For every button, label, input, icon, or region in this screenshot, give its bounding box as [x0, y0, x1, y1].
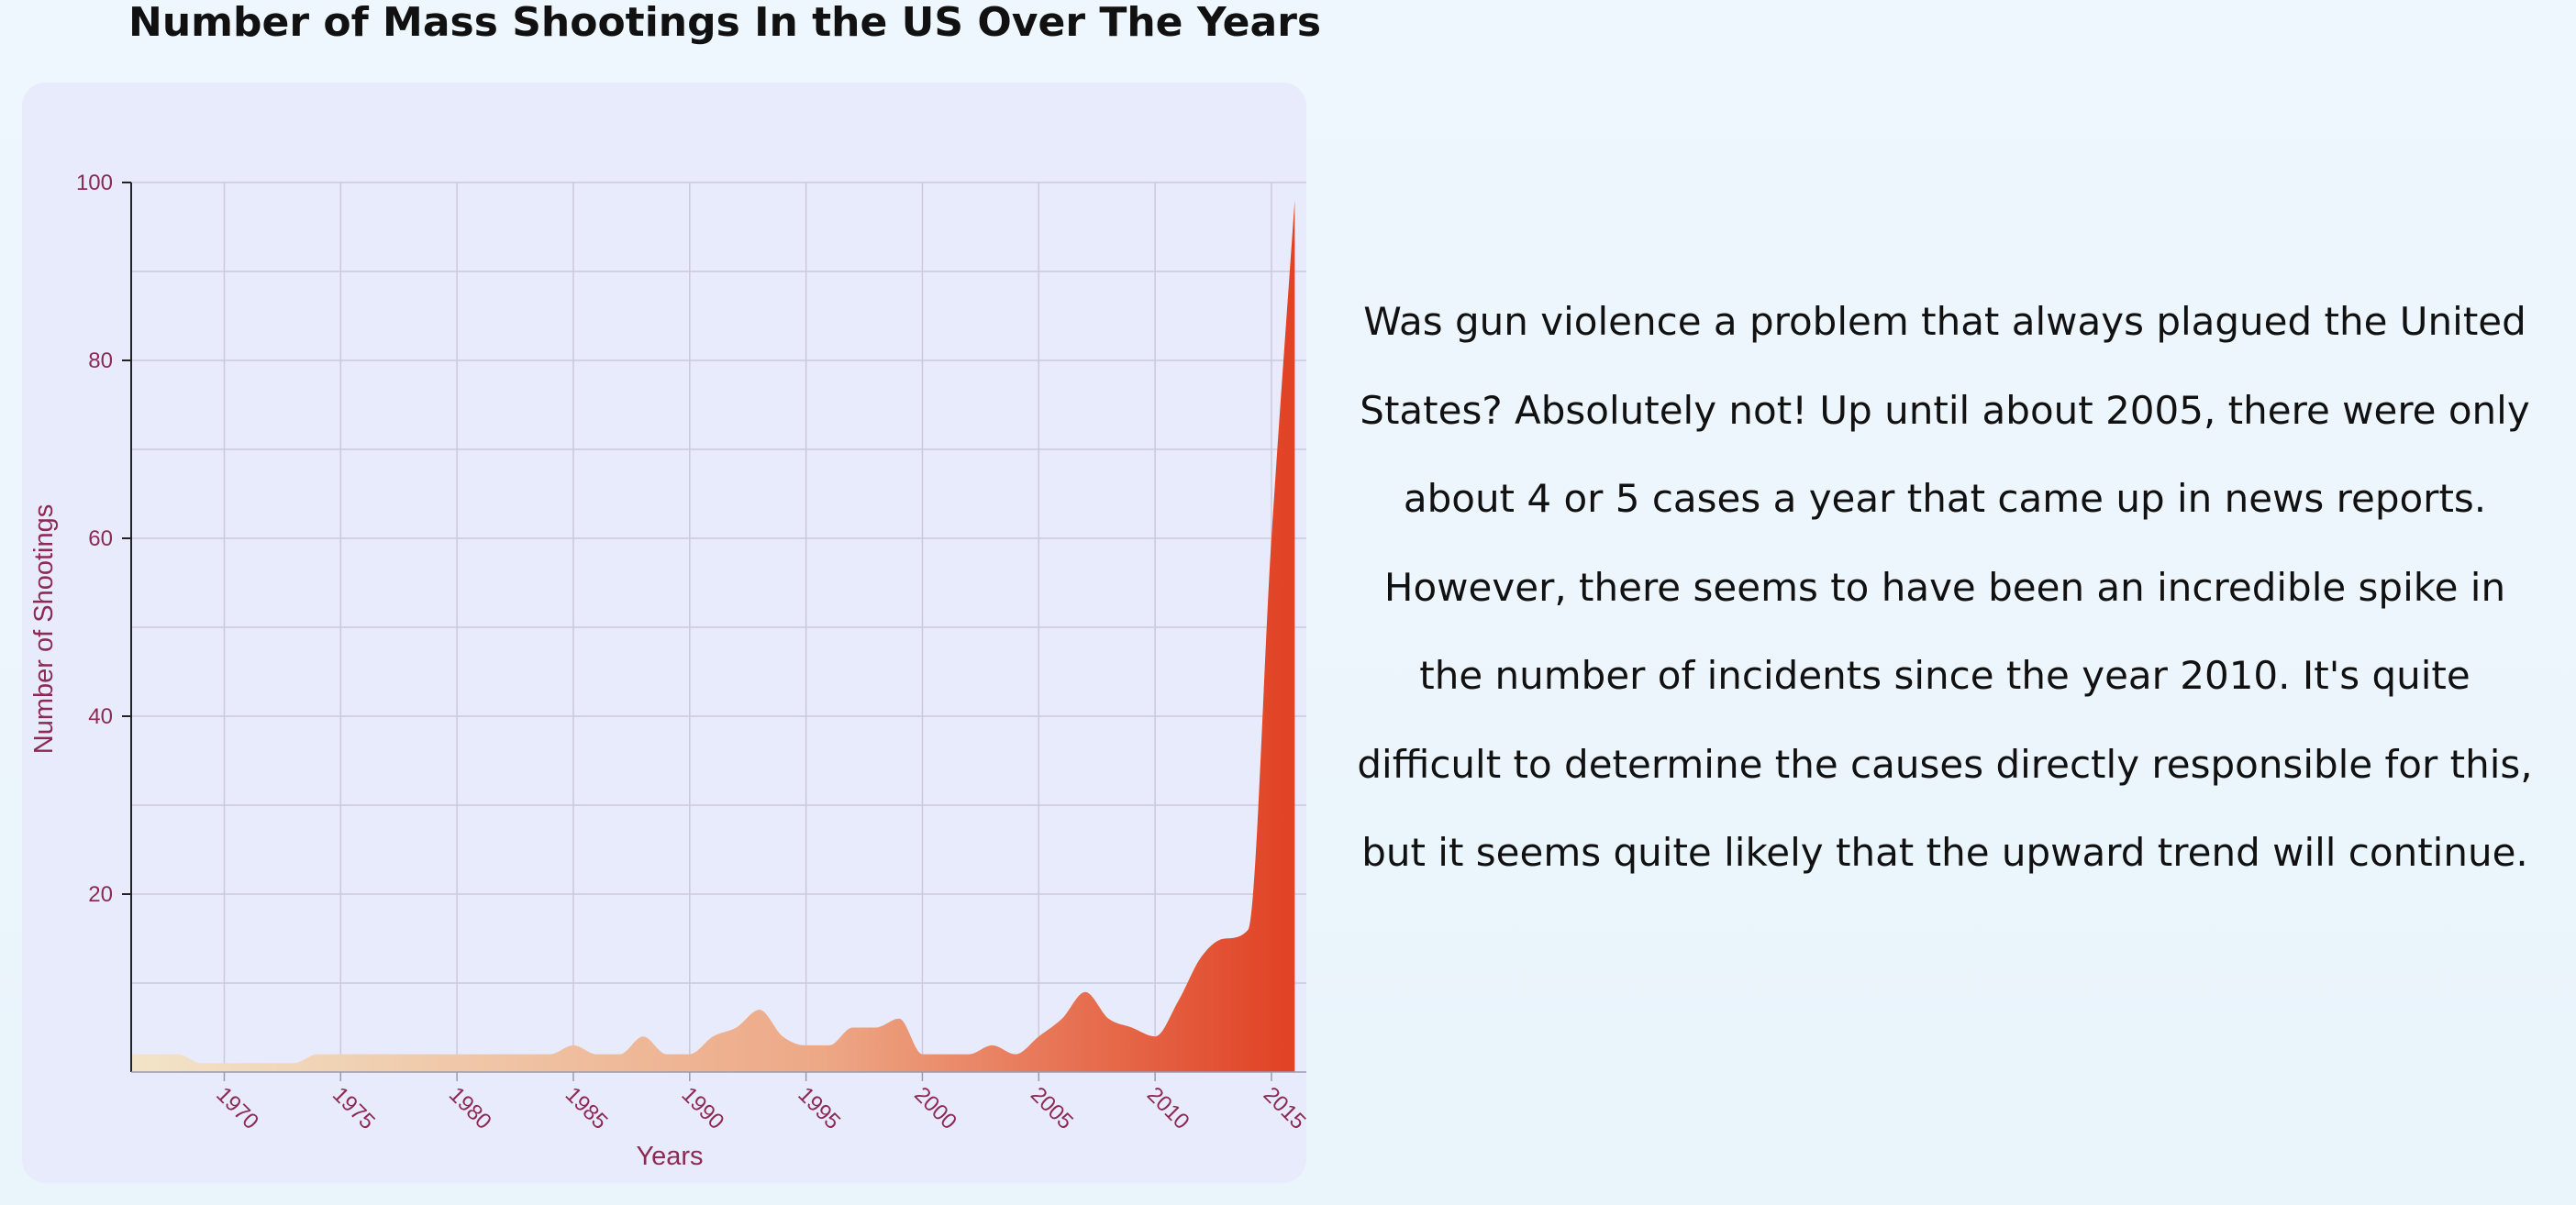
x-tick-label: 2005 [1026, 1082, 1078, 1134]
y-axis-label: Number of Shootings [29, 504, 59, 754]
x-tick-label: 2015 [1259, 1082, 1311, 1134]
y-tick-label: 60 [88, 526, 113, 551]
area-chart: 20 40 60 80 100 1970 1975 1980 1985 1990 1995 2000… [29, 171, 1311, 1171]
axes [130, 182, 1306, 1073]
area-series [131, 200, 1295, 1072]
y-tick-label: 80 [88, 348, 113, 373]
y-tick-label: 20 [88, 882, 113, 907]
grid-lines [131, 182, 1306, 1072]
x-axis-label: Years [636, 1142, 703, 1171]
y-axis-ticks: 20 40 60 80 100 [76, 171, 131, 907]
y-tick-label: 100 [76, 171, 113, 195]
x-tick-label: 1990 [677, 1082, 729, 1134]
x-tick-label: 2000 [909, 1082, 961, 1134]
x-tick-label: 1985 [561, 1082, 613, 1134]
x-tick-label: 1970 [211, 1082, 263, 1134]
y-tick-label: 40 [88, 704, 113, 729]
page-title: Number of Mass Shootings In the US Over … [128, 0, 1322, 46]
description-text: Was gun violence a problem that always p… [1357, 299, 2533, 875]
x-tick-label: 2010 [1142, 1082, 1194, 1134]
x-tick-label: 1995 [793, 1082, 845, 1134]
x-tick-label: 1980 [444, 1082, 496, 1134]
x-axis-ticks: 1970 1975 1980 1985 1990 1995 2000 2005 2010 2015 [211, 1072, 1311, 1134]
x-tick-label: 1975 [328, 1082, 380, 1134]
